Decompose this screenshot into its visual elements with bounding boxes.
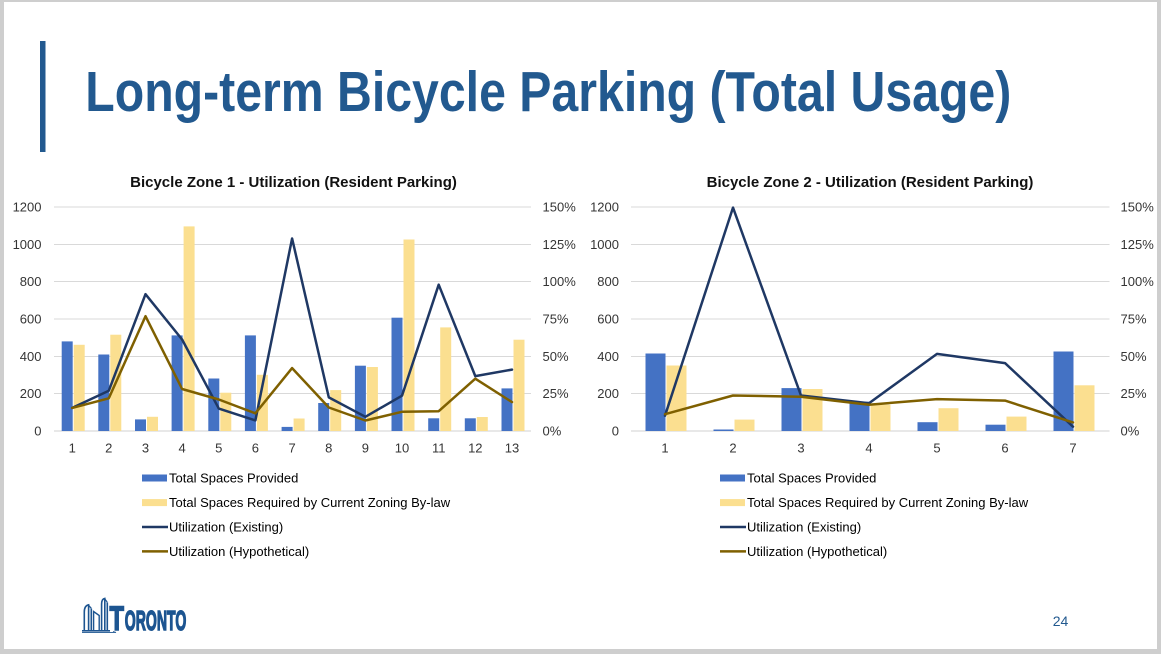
svg-text:400: 400 <box>597 349 619 364</box>
svg-text:3: 3 <box>797 441 804 456</box>
svg-text:0%: 0% <box>543 424 562 439</box>
svg-text:75%: 75% <box>543 312 569 327</box>
svg-text:8: 8 <box>325 441 332 456</box>
svg-text:Utilization (Existing): Utilization (Existing) <box>169 520 283 535</box>
svg-text:Total Spaces Required by Curre: Total Spaces Required by Current Zoning … <box>169 495 451 510</box>
svg-text:1000: 1000 <box>590 237 619 252</box>
svg-text:13: 13 <box>505 441 519 456</box>
svg-text:1: 1 <box>661 441 668 456</box>
svg-text:50%: 50% <box>543 349 569 364</box>
svg-text:800: 800 <box>597 274 619 289</box>
svg-text:100%: 100% <box>1121 274 1155 289</box>
svg-text:6: 6 <box>252 441 259 456</box>
svg-text:150%: 150% <box>1121 200 1155 215</box>
svg-text:1200: 1200 <box>13 200 42 215</box>
svg-text:10: 10 <box>395 441 409 456</box>
svg-text:Total Spaces Provided: Total Spaces Provided <box>747 471 876 486</box>
svg-text:125%: 125% <box>1121 237 1155 252</box>
svg-text:25%: 25% <box>543 386 569 401</box>
svg-text:600: 600 <box>20 312 42 327</box>
svg-text:1000: 1000 <box>13 237 42 252</box>
svg-text:Long-term Bicycle Parking (Tot: Long-term Bicycle Parking (Total Usage) <box>85 60 1011 123</box>
svg-text:400: 400 <box>20 349 42 364</box>
svg-text:Utilization (Hypothetical): Utilization (Hypothetical) <box>747 544 887 559</box>
svg-text:4: 4 <box>178 441 185 456</box>
svg-text:800: 800 <box>20 274 42 289</box>
svg-text:Bicycle Zone 2 - Utilization (: Bicycle Zone 2 - Utilization (Resident P… <box>707 174 1034 191</box>
svg-text:0: 0 <box>612 424 619 439</box>
svg-text:24: 24 <box>1053 613 1069 629</box>
svg-text:Total Spaces Provided: Total Spaces Provided <box>169 471 298 486</box>
svg-text:7: 7 <box>288 441 295 456</box>
svg-text:11: 11 <box>432 441 446 456</box>
svg-text:3: 3 <box>142 441 149 456</box>
svg-text:Total Spaces Required by Curre: Total Spaces Required by Current Zoning … <box>747 495 1029 510</box>
svg-text:100%: 100% <box>543 274 577 289</box>
svg-text:75%: 75% <box>1121 312 1147 327</box>
svg-text:150%: 150% <box>543 200 577 215</box>
svg-text:2: 2 <box>729 441 736 456</box>
svg-text:125%: 125% <box>543 237 577 252</box>
svg-text:12: 12 <box>468 441 482 456</box>
svg-text:1200: 1200 <box>590 200 619 215</box>
svg-text:7: 7 <box>1069 441 1076 456</box>
svg-text:0%: 0% <box>1121 424 1140 439</box>
svg-text:2: 2 <box>105 441 112 456</box>
svg-text:1: 1 <box>69 441 76 456</box>
svg-text:Bicycle Zone 1 - Utilization (: Bicycle Zone 1 - Utilization (Resident P… <box>130 174 457 191</box>
svg-text:600: 600 <box>597 312 619 327</box>
svg-text:5: 5 <box>215 441 222 456</box>
svg-text:Utilization (Existing): Utilization (Existing) <box>747 520 861 535</box>
svg-text:0: 0 <box>34 424 41 439</box>
svg-text:ORONTO: ORONTO <box>125 605 187 636</box>
svg-text:5: 5 <box>933 441 940 456</box>
svg-text:T: T <box>110 600 125 638</box>
svg-text:25%: 25% <box>1121 386 1147 401</box>
svg-text:6: 6 <box>1001 441 1008 456</box>
svg-text:200: 200 <box>20 386 42 401</box>
svg-text:50%: 50% <box>1121 349 1147 364</box>
svg-text:Utilization (Hypothetical): Utilization (Hypothetical) <box>169 544 309 559</box>
svg-text:200: 200 <box>597 386 619 401</box>
svg-text:4: 4 <box>865 441 872 456</box>
svg-text:9: 9 <box>362 441 369 456</box>
